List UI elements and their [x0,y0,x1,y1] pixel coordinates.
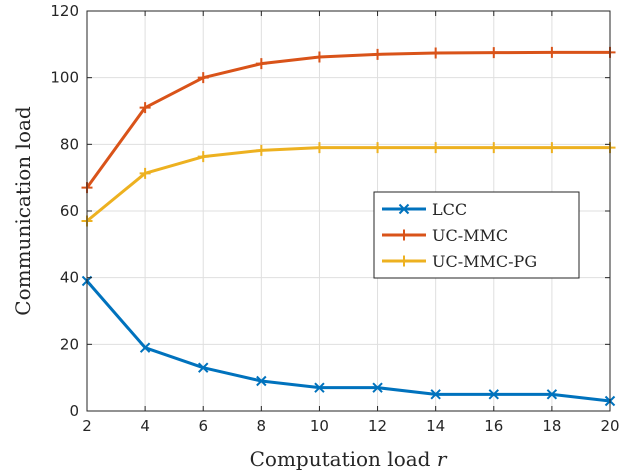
data-point [546,142,558,154]
data-point [198,362,209,373]
data-point [256,375,267,387]
x-tick-label: 10 [310,417,329,435]
data-point [313,51,325,63]
legend-marker [398,203,410,215]
legend-label: UC-MMC-PG [432,252,537,271]
series-group [81,46,616,407]
y-tick-label: 0 [69,402,79,420]
y-tick-label: 40 [60,269,79,287]
series-1 [81,46,616,194]
x-tick-label: 6 [198,417,208,435]
data-point [139,167,151,179]
data-point [139,102,151,114]
data-point [314,382,325,393]
x-tick-label: 18 [542,417,561,435]
data-point [430,47,442,59]
y-tick-label: 100 [50,69,79,87]
y-tick-label: 60 [60,202,79,220]
data-point [546,46,558,58]
x-tick-label: 4 [140,417,150,435]
x-tick-label: 2 [82,417,92,435]
legend-label: LCC [432,200,467,219]
data-point [255,144,267,156]
series-line [85,50,610,189]
data-point [488,47,500,59]
data-point [255,58,267,70]
data-point [430,389,441,400]
y-tick-label: 80 [60,135,79,153]
data-point [313,142,325,154]
x-tick-label: 8 [257,417,267,435]
data-point [488,142,500,154]
data-point [197,151,209,163]
series-line [86,146,610,223]
x-tick-label: 14 [426,417,445,435]
y-tick-label: 20 [60,335,79,353]
x-tick-label: 20 [600,417,619,435]
legend-marker [398,229,410,241]
axis-ticks: 2 4 6 8 10 12 14 16 18 20 0 20 40 60 80 100 120 [50,2,619,435]
data-point [430,142,442,154]
data-point [372,382,383,393]
y-axis-label: Communication load [11,106,35,316]
data-point [546,389,558,400]
series-line [85,280,611,403]
data-point [372,142,384,154]
legend-marker [398,255,410,267]
x-axis-label-variable: r [437,447,448,471]
x-tick-label: 16 [484,417,503,435]
y-tick-label: 120 [50,2,79,20]
x-tick-label: 12 [368,417,387,435]
x-axis-label: Computation load r [250,447,448,471]
data-point [139,342,151,353]
data-point [488,389,499,400]
legend: LCC UC-MMC UC-MMC-PG [373,191,580,279]
data-point [197,72,209,84]
legend-label: UC-MMC [432,226,508,245]
data-point [372,48,384,60]
